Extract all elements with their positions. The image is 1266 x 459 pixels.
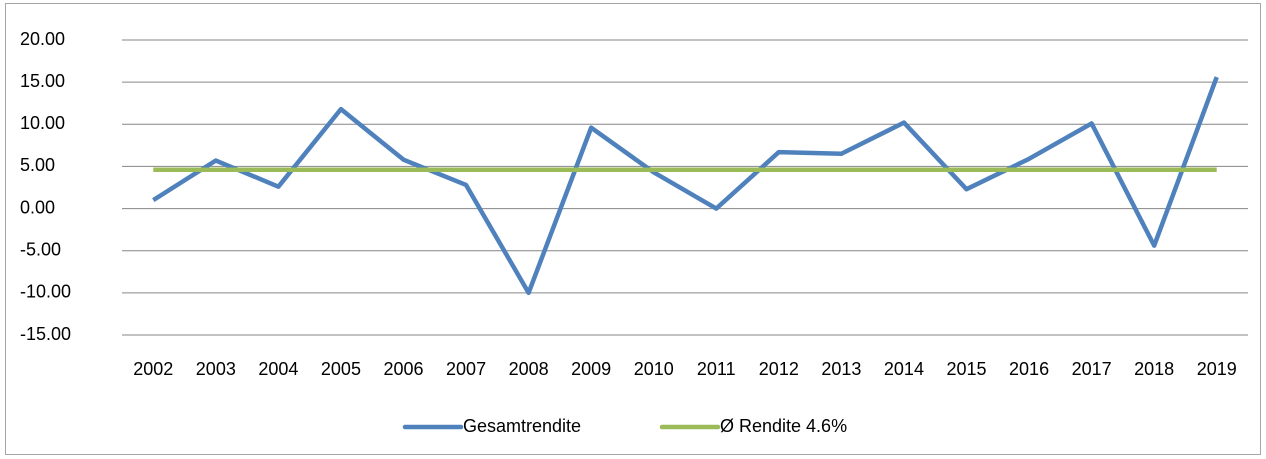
x-tick-label: 2002 [133, 359, 173, 379]
x-tick-label: 2014 [884, 359, 924, 379]
legend-label: Ø Rendite 4.6% [720, 416, 847, 436]
y-tick-label: -15.00 [20, 324, 71, 344]
x-tick-label: 2009 [571, 359, 611, 379]
x-tick-label: 2012 [759, 359, 799, 379]
series-line [152, 76, 1219, 296]
x-tick-label: 2003 [196, 359, 236, 379]
x-tick-label: 2018 [1134, 359, 1174, 379]
x-tick-label: 2019 [1197, 359, 1237, 379]
x-tick-label: 2016 [1009, 359, 1049, 379]
chart-border [5, 3, 1261, 455]
x-tick-label: 2010 [634, 359, 674, 379]
y-tick-label: 20.00 [20, 29, 65, 49]
x-tick-label: 2017 [1072, 359, 1112, 379]
legend-label: Gesamtrendite [463, 416, 581, 436]
x-tick-label: 2008 [509, 359, 549, 379]
y-tick-label: -10.00 [20, 282, 71, 302]
x-tick-label: 2011 [697, 359, 736, 379]
y-tick-label: -5.00 [20, 239, 61, 259]
x-tick-label: 2004 [258, 359, 298, 379]
y-tick-label: 10.00 [20, 113, 65, 133]
y-tick-label: 15.00 [20, 71, 65, 91]
y-tick-label: 5.00 [20, 155, 55, 175]
x-tick-label: 2015 [946, 359, 986, 379]
x-tick-label: 2007 [446, 359, 486, 379]
y-tick-label: 0.00 [20, 197, 55, 217]
x-tick-label: 2005 [321, 359, 361, 379]
x-tick-label: 2013 [821, 359, 861, 379]
x-tick-label: 2006 [383, 359, 423, 379]
